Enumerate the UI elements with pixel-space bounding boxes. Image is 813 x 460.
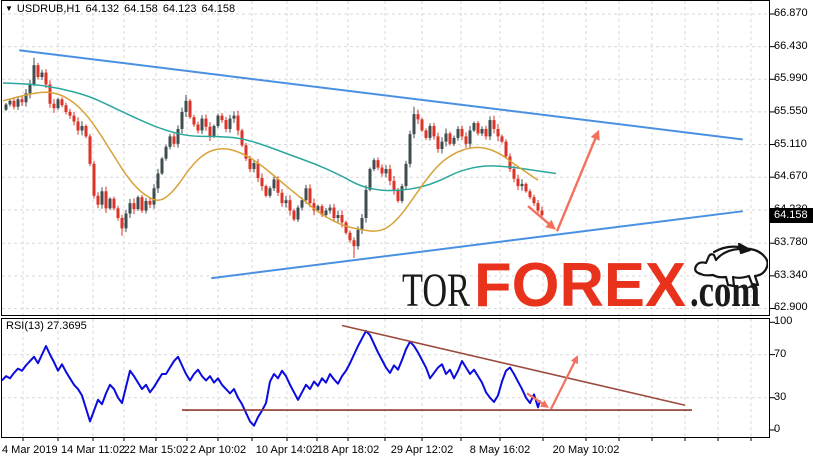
- price-axis-label: 66.870: [774, 7, 808, 19]
- time-axis-label: 10 Apr 14:02: [255, 444, 319, 456]
- quote-high: 64.158: [124, 3, 158, 15]
- time-axis-label: 8 May 16:02: [469, 444, 531, 456]
- time-axis-label: 22 Mar 15:02: [123, 444, 189, 456]
- time-axis-label: 20 May 10:02: [552, 444, 620, 456]
- logo-text-forex: FOREX: [474, 251, 686, 312]
- time-axis-label: 29 Apr 12:02: [390, 444, 454, 456]
- time-axis-label: 4 Mar 2019: [2, 444, 58, 456]
- rsi-axis-label: 100: [774, 315, 793, 328]
- symbol-label: USDRUB,H1: [16, 3, 81, 15]
- bull-icon: [694, 242, 768, 288]
- price-axis-label: 65.550: [774, 104, 808, 117]
- price-axis-label: 62.900: [774, 301, 808, 314]
- chart-dropdown-icon[interactable]: ▼: [5, 4, 13, 13]
- price-axis-label: 63.780: [774, 236, 808, 249]
- time-axis-label: 2 Apr 10:02: [189, 444, 247, 456]
- rsi-axis-label: 70: [774, 347, 787, 360]
- torforex-watermark: TOR FOREX .com: [402, 242, 768, 312]
- rsi-indicator-label: RSI(13): [6, 320, 44, 332]
- quote-open: 64.132: [85, 3, 120, 15]
- price-axis-label: 63.340: [774, 268, 808, 281]
- time-axis-label: 14 Mar 11:02: [60, 444, 126, 456]
- price-axis-label: 65.990: [774, 72, 808, 85]
- price-axis-label: 64.670: [774, 170, 808, 183]
- quote-low: 64.123: [162, 3, 197, 15]
- price-axis-label: 66.430: [774, 39, 808, 52]
- logo-text-tor: TOR: [402, 264, 470, 312]
- price-axis-label: 65.110: [774, 137, 807, 150]
- rsi-axis-label: 0: [774, 423, 781, 435]
- chart-header: ▼ USDRUB,H1 64.132 64.158 64.123 64.158: [5, 3, 235, 15]
- time-axis-label: 18 Apr 18:02: [316, 444, 380, 456]
- rsi-indicator-value: 27.3695: [46, 320, 87, 332]
- quote-close: 64.158: [201, 3, 236, 15]
- current-price-badge: 64.158: [770, 208, 813, 223]
- rsi-header: RSI(13) 27.3695: [6, 320, 87, 332]
- rsi-axis-label: 30: [774, 390, 787, 403]
